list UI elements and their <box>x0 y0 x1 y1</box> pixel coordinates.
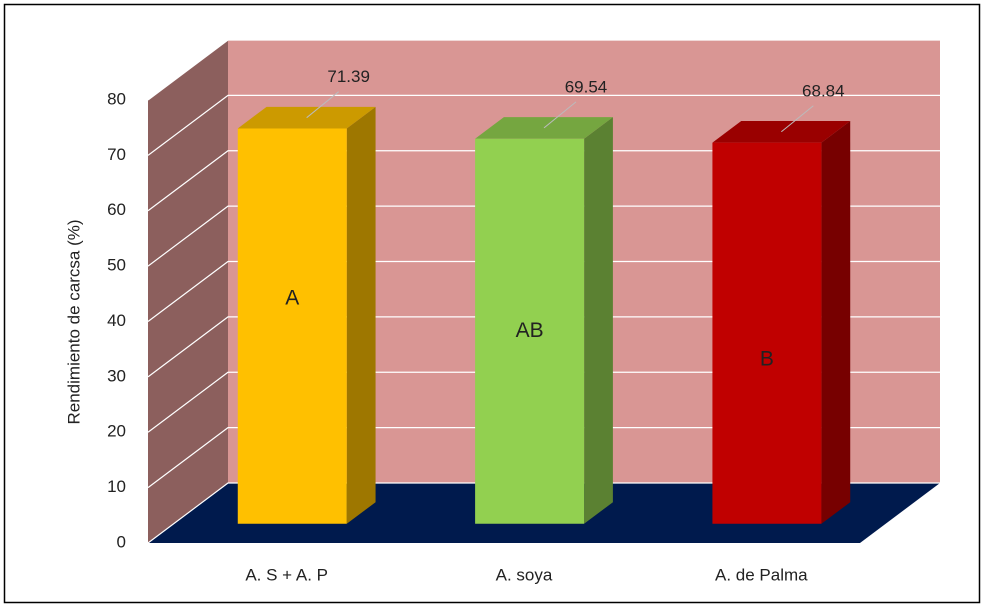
grid-line <box>147 39 940 101</box>
grid-line <box>147 260 940 322</box>
y-tick-label: 10 <box>107 477 126 496</box>
y-axis-label: Rendimiento de carcsa (%) <box>64 219 83 424</box>
annotation: AB <box>516 319 544 342</box>
value-label: 69.54 <box>565 77 608 96</box>
bar <box>237 128 347 524</box>
grid-line <box>147 94 940 156</box>
grid-line <box>147 482 940 544</box>
grid-line <box>147 371 940 433</box>
leader-line <box>306 91 339 119</box>
grid-line <box>147 427 940 489</box>
annotation: A <box>285 287 299 310</box>
grid-line <box>147 150 940 212</box>
value-label: 71.39 <box>327 67 370 86</box>
annotation: B <box>760 348 774 371</box>
x-tick-label: A. de Palma <box>715 565 808 584</box>
value-label: 68.84 <box>802 81 845 100</box>
leader-line <box>781 105 814 133</box>
x-tick-label: A. S + A. P <box>245 565 328 584</box>
grid-line <box>147 316 940 378</box>
bar <box>712 142 822 524</box>
bar-side <box>346 106 376 524</box>
y-tick-label: 60 <box>107 200 126 219</box>
bar <box>475 138 585 524</box>
y-tick-label: 40 <box>107 311 126 330</box>
y-tick-label: 20 <box>107 422 126 441</box>
bar-side <box>821 120 851 524</box>
y-tick-label: 50 <box>107 256 126 275</box>
bar-side <box>584 117 613 524</box>
x-tick-label: A. soya <box>496 565 553 584</box>
y-tick-label: 30 <box>107 366 126 385</box>
y-tick-label: 0 <box>117 532 126 551</box>
leader-line <box>543 101 577 129</box>
y-tick-label: 80 <box>107 89 126 108</box>
y-tick-label: 70 <box>107 145 126 164</box>
grid-line <box>147 205 940 267</box>
